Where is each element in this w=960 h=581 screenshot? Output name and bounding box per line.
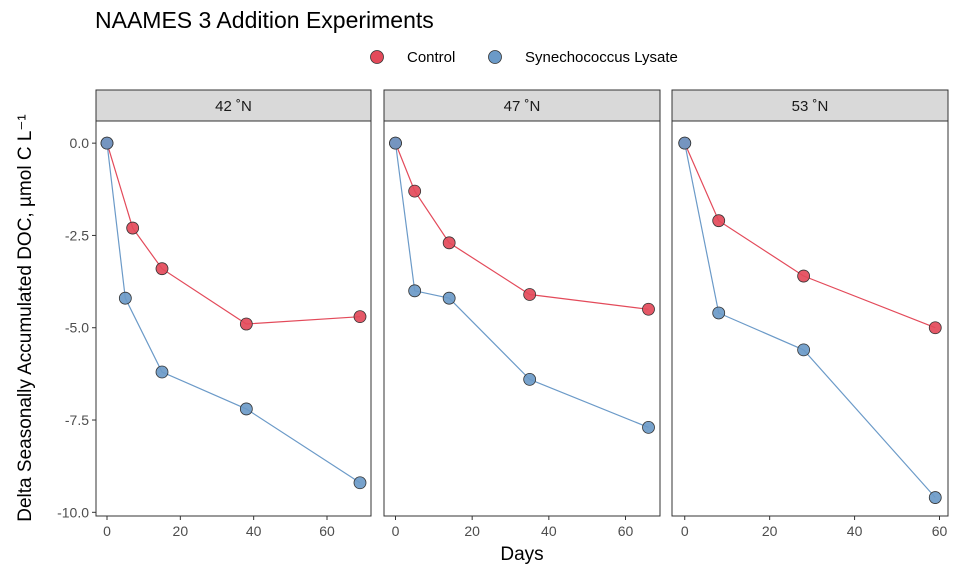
y-tick-label-2: -5.0 (65, 320, 89, 336)
data-point-2-1-0 (678, 136, 692, 150)
data-point-1-0-4 (642, 302, 655, 316)
series-line-1-0 (394, 142, 649, 310)
data-point-0-1-3 (239, 402, 253, 416)
facet-strip-label-2: 53 ˚N (792, 98, 829, 115)
x-tick-label-2-0: 0 (681, 523, 689, 539)
data-point-1-0-3 (523, 288, 537, 301)
legend-marker-0 (370, 50, 384, 64)
facet-strip-2 (671, 89, 949, 122)
series-line-1-1 (394, 143, 649, 428)
data-point-2-1-2 (797, 343, 811, 357)
x-tick-label-2-2: 40 (847, 523, 863, 539)
data-point-2-0-2 (797, 269, 811, 283)
x-tick-label-0-0: 0 (103, 523, 111, 539)
facet-panel-2: 53 ˚N 0 20 40 60 (671, 89, 949, 539)
facets: 42 ˚N 0 20 40 60 47 ˚N 0 20 40 60 53 ˚N 0 20 40 60 (95, 89, 949, 539)
x-tick-label-1-1: 20 (464, 523, 480, 539)
chart-title: NAAMES 3 Addition Experiments (95, 7, 434, 33)
legend: Control Synechococcus Lysate (370, 49, 678, 66)
x-tick-label-0-1: 20 (173, 523, 189, 539)
x-tick-label-2-1: 20 (762, 523, 778, 539)
facet-strip-label-0: 42 ˚N (215, 98, 252, 115)
x-axis-title: Days (500, 544, 543, 565)
y-axis: 0.0 -2.5 -5.0 -7.5 -10.0 (57, 135, 96, 520)
data-point-1-0-2 (442, 236, 456, 250)
y-axis-title: Delta Seasonally Accumulated DOC, µmol C… (15, 114, 36, 521)
facet-strip-0 (95, 89, 372, 122)
data-point-0-1-0 (100, 136, 114, 150)
x-tick-label-1-3: 60 (618, 523, 634, 539)
y-tick-label-4: -10.0 (57, 504, 89, 520)
series-line-2-1 (684, 142, 936, 498)
data-point-0-0-4 (353, 310, 367, 324)
data-point-2-0-1 (712, 214, 726, 228)
data-point-1-0-1 (408, 184, 422, 198)
facet-plot-border-2 (671, 120, 949, 517)
series-line-0-1 (106, 143, 361, 484)
x-tick-label-2-3: 60 (932, 523, 948, 539)
data-point-2-0-3 (928, 321, 942, 335)
facet-plot-border-1 (383, 120, 661, 517)
facet-panel-1: 47 ˚N 0 20 40 60 (383, 89, 661, 539)
legend-marker-1 (488, 50, 502, 64)
y-tick-label-0: 0.0 (70, 135, 90, 151)
data-point-0-0-2 (155, 262, 169, 276)
data-point-1-1-2 (442, 291, 456, 305)
data-point-1-1-0 (389, 136, 402, 150)
legend-label-0: Control (407, 49, 455, 66)
y-tick-label-3: -7.5 (65, 412, 89, 428)
y-tick-label-1: -2.5 (65, 227, 89, 243)
data-point-0-1-1 (118, 291, 132, 305)
series-line-2-0 (684, 142, 936, 329)
x-tick-label-1-2: 40 (541, 523, 557, 539)
data-point-0-1-4 (353, 476, 367, 490)
x-tick-label-1-0: 0 (392, 523, 400, 539)
data-point-0-1-2 (155, 365, 169, 379)
data-point-2-1-3 (928, 491, 942, 504)
legend-label-1: Synechococcus Lysate (525, 49, 678, 66)
data-point-1-1-3 (523, 373, 537, 386)
facet-panel-0: 42 ˚N 0 20 40 60 (95, 89, 372, 539)
data-point-0-0-1 (126, 221, 140, 235)
data-point-1-1-4 (642, 421, 655, 434)
data-point-1-1-1 (408, 284, 422, 298)
x-tick-label-0-2: 40 (246, 523, 262, 539)
facet-plot-border-0 (95, 120, 372, 517)
facet-strip-label-1: 47 ˚N (504, 98, 541, 115)
x-tick-label-0-3: 60 (319, 523, 335, 539)
series-line-0-0 (106, 142, 361, 325)
data-point-0-0-3 (239, 317, 253, 331)
data-point-2-1-1 (712, 306, 726, 320)
